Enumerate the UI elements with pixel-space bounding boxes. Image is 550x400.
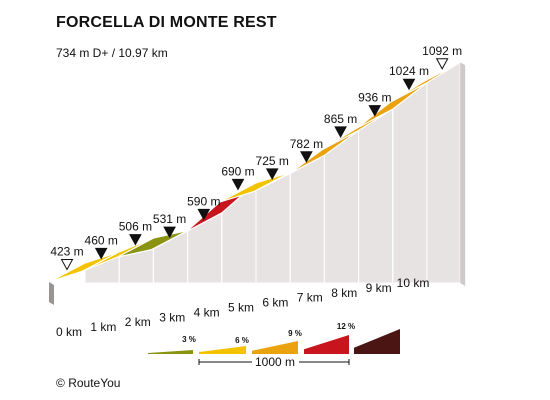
profile-end-cap: [460, 62, 466, 286]
elevation-label: 725 m: [256, 154, 289, 168]
endpoint-marker-icon: [435, 58, 449, 70]
elevation-marker-icon: [334, 126, 347, 138]
km-label: 7 km: [297, 291, 323, 305]
elevation-label: 460 m: [85, 233, 118, 247]
brand-name: RouteYou: [68, 376, 121, 390]
elevation-marker-icon: [163, 226, 176, 239]
km-label: 10 km: [397, 276, 430, 290]
elevation-marker-icon: [129, 234, 142, 246]
elevation-marker-icon: [265, 168, 279, 180]
profile-side-segment: [255, 171, 291, 284]
elevation-marker-icon: [402, 78, 416, 91]
chart-subtitle: 734 m D+ / 10.97 km: [56, 46, 168, 60]
legend-grade-swatch: [304, 335, 349, 354]
elevation-label: 1024 m: [389, 64, 429, 78]
profile-start-cap: [49, 282, 54, 305]
copyright-notice: © RouteYou: [56, 376, 120, 390]
scale-label: 1000 m: [255, 355, 295, 369]
elevation-label: 936 m: [358, 91, 391, 105]
copyright-symbol: ©: [56, 376, 65, 390]
km-label: 6 km: [262, 296, 288, 310]
km-label: 4 km: [194, 305, 220, 319]
elevation-marker-icon: [94, 247, 108, 260]
profile-side-segment: [289, 154, 325, 284]
elevation-label: 1092 m: [422, 44, 462, 58]
elevation-marker-icon: [368, 105, 382, 117]
legend-grade-label: 6 %: [235, 336, 249, 345]
profile-side-segment: [358, 108, 394, 284]
endpoint-marker-icon: [60, 259, 74, 271]
legend-grade-swatch: [354, 329, 400, 354]
legend-grade-label: 12 %: [337, 322, 355, 331]
elevation-label: 506 m: [119, 220, 152, 234]
km-label: 1 km: [90, 320, 116, 334]
profile-side-segment: [187, 212, 223, 284]
profile-side-segment: [392, 81, 428, 284]
km-label: 5 km: [228, 301, 254, 315]
profile-side-segment: [426, 61, 461, 284]
elevation-label: 531 m: [153, 212, 186, 226]
chart-title: FORCELLA DI MONTE REST: [56, 14, 277, 31]
km-label: 2 km: [125, 315, 151, 329]
km-label: 9 km: [366, 281, 392, 295]
profile-side-segment: [323, 129, 360, 284]
km-label: 3 km: [159, 310, 185, 324]
legend-grade-label: 3 %: [182, 335, 196, 344]
elevation-label: 690 m: [221, 164, 254, 178]
elevation-label: 865 m: [324, 112, 357, 126]
legend-grade-label: 9 %: [288, 329, 302, 338]
elevation-label: 590 m: [187, 194, 220, 208]
elevation-marker-icon: [197, 208, 211, 221]
elevation-marker-icon: [300, 151, 313, 163]
legend-grade-swatch: [252, 341, 298, 354]
legend-grade-swatch: [148, 350, 193, 354]
km-label: 8 km: [331, 286, 357, 300]
profile-top-segment: [390, 61, 461, 103]
elevation-label: 782 m: [290, 137, 323, 151]
legend-grade-swatch: [199, 346, 246, 354]
elevation-label: 423 m: [50, 245, 83, 259]
elevation-marker-icon: [231, 178, 245, 191]
km-label: 0 km: [56, 325, 82, 339]
